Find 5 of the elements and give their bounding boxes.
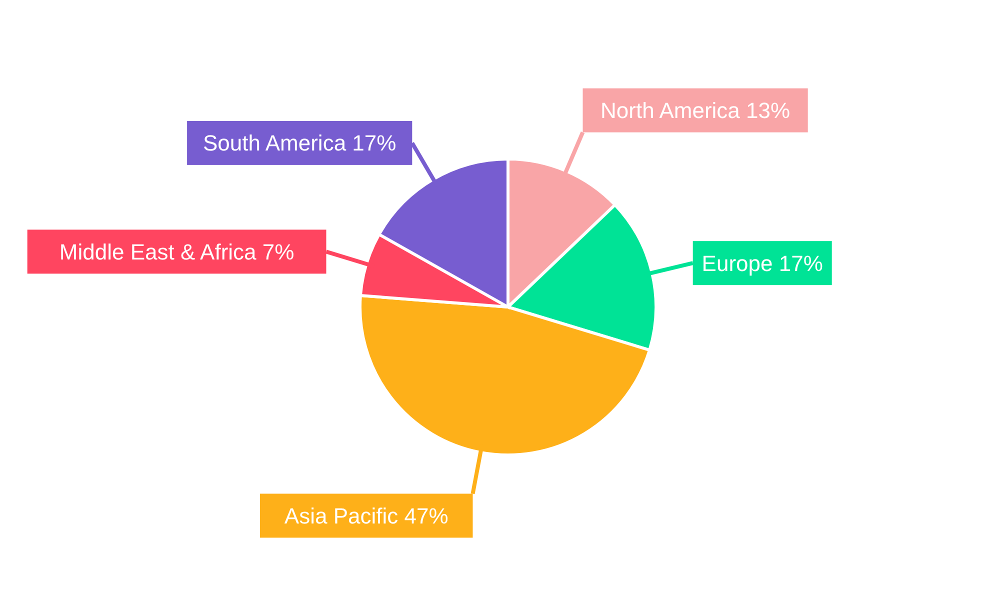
legend-label: Middle East & Africa 7% <box>59 239 294 264</box>
slice-label: North America 13% <box>600 98 790 124</box>
slice-label: Asia Pacific 47% <box>284 503 448 528</box>
slice-label: South America 17% <box>202 130 396 156</box>
slice-label: Europe 17% <box>702 250 823 276</box>
